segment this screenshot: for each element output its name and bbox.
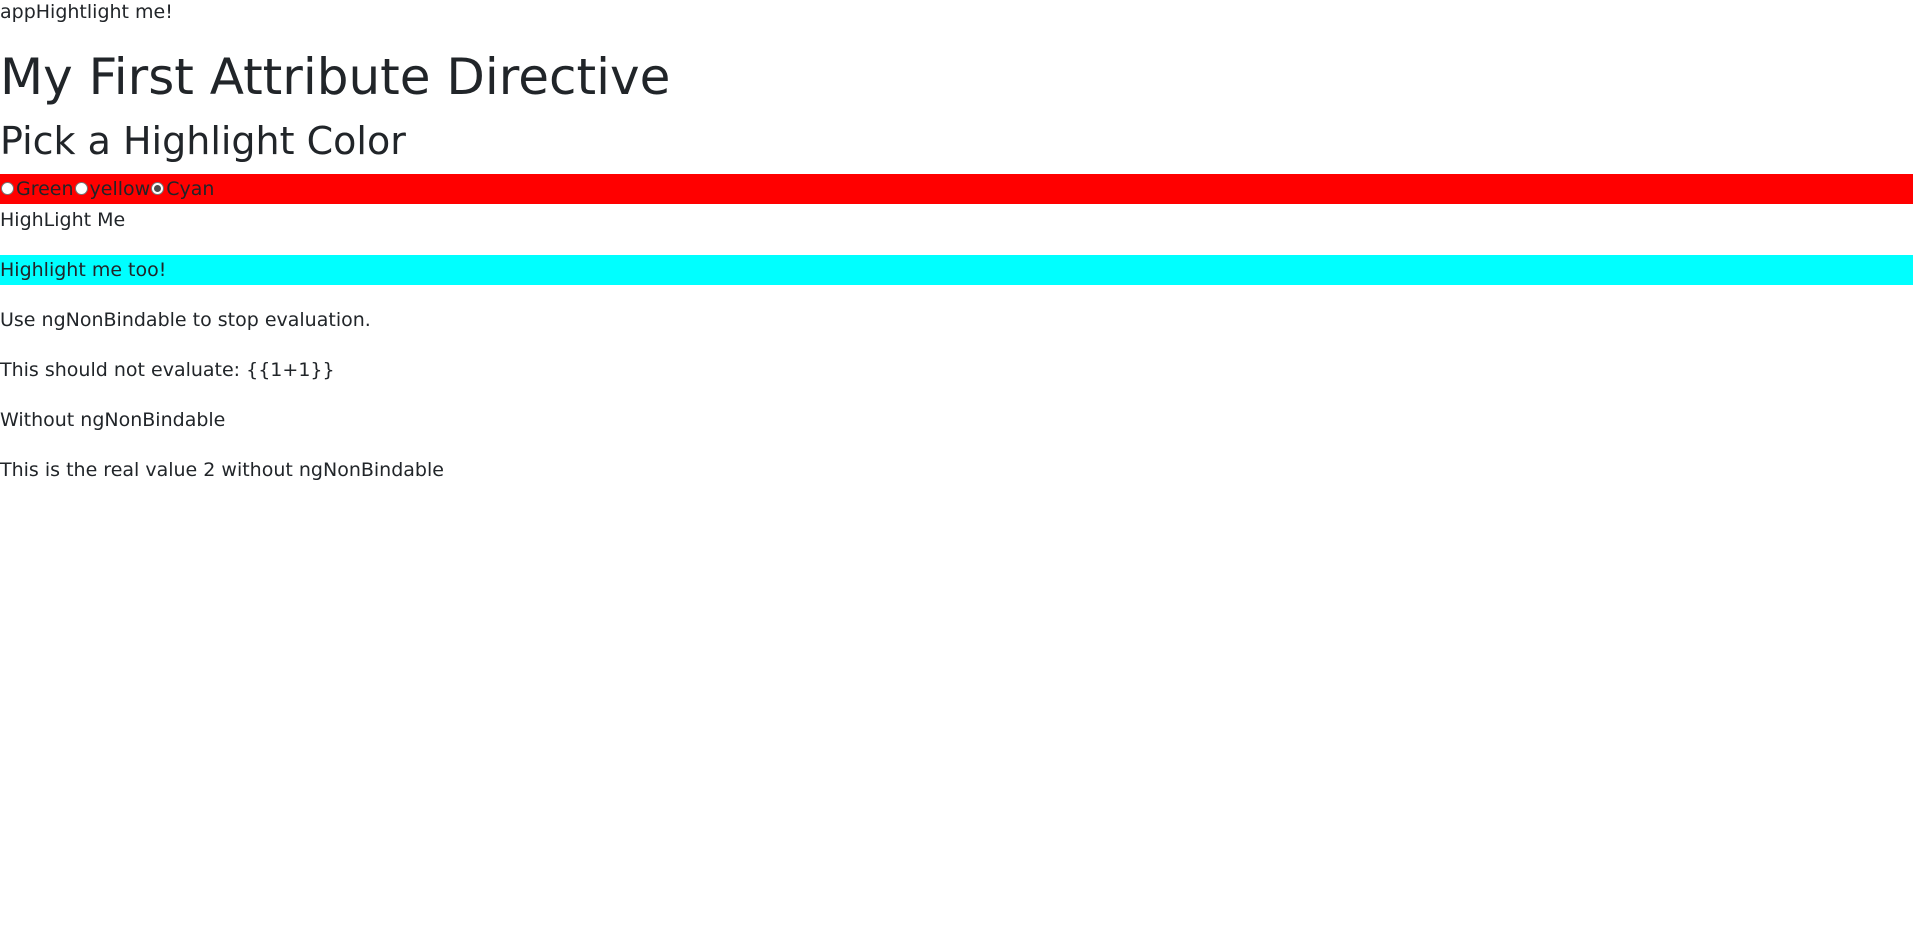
section-title: Pick a Highlight Color [0,119,406,163]
radio-label-green: Green [16,178,74,200]
radio-label-yellow: yellow [89,178,151,200]
highlight-me-text: HighLight Me [0,209,126,231]
real-value-text: This is the real value 2 without ngNonBi… [0,459,444,481]
radio-button-yellow[interactable] [74,181,88,195]
radio-label-cyan: Cyan [166,178,215,200]
radio-option-green[interactable]: Green [0,178,74,200]
radio-option-cyan[interactable]: Cyan [150,178,214,200]
radio-button-cyan[interactable] [151,181,165,195]
highlight-me-too-text: Highlight me too! [0,255,1913,285]
radio-button-green[interactable] [1,181,14,195]
without-nonbindable-heading: Without ngNonBindable [0,409,226,431]
color-picker-bar: Green yellow Cyan [0,174,1913,204]
top-note: appHightlight me! [0,1,173,23]
page-title: My First Attribute Directive [0,48,671,106]
nonbindable-example-text: This should not evaluate: {{1+1}} [0,359,335,381]
nonbindable-intro-text: Use ngNonBindable to stop evaluation. [0,309,371,331]
radio-option-yellow[interactable]: yellow [74,178,151,200]
